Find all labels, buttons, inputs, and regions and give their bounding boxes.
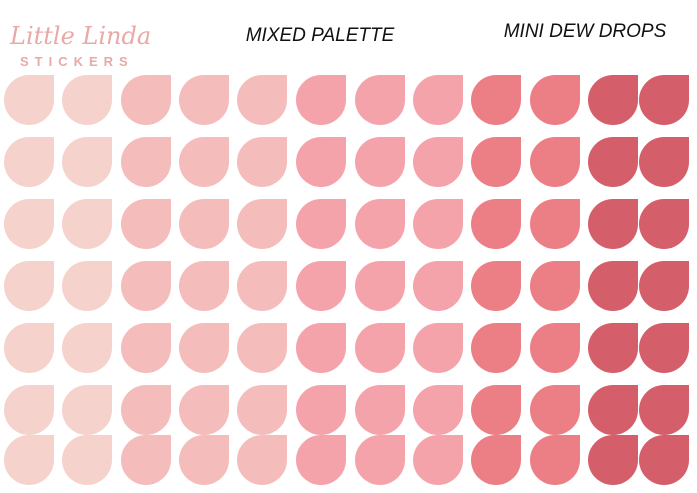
drop-sticker (355, 137, 405, 187)
drop-sticker (121, 385, 171, 435)
drop-sticker (179, 385, 229, 435)
drop-sticker (413, 261, 463, 311)
drop-sticker (121, 199, 171, 249)
drop-sticker (237, 435, 287, 485)
drop-sticker (355, 261, 405, 311)
drop-sticker (121, 261, 171, 311)
drop-sticker (588, 199, 638, 249)
drop-sticker (413, 323, 463, 373)
drop-sticker (296, 385, 346, 435)
drop-sticker (471, 323, 521, 373)
drop-sticker (296, 323, 346, 373)
drop-sticker (413, 199, 463, 249)
drop-sticker (639, 137, 689, 187)
drop-sticker (237, 385, 287, 435)
drop-sticker (179, 323, 229, 373)
drop-sticker (179, 137, 229, 187)
drop-sticker (639, 385, 689, 435)
drop-sticker (355, 385, 405, 435)
drop-sticker (237, 323, 287, 373)
drop-sticker (471, 137, 521, 187)
drop-sticker (530, 137, 580, 187)
drop-sticker (588, 385, 638, 435)
drop-sticker (471, 75, 521, 125)
drop-sticker (237, 75, 287, 125)
drop-sticker (530, 385, 580, 435)
drop-sticker (639, 199, 689, 249)
drop-sticker (355, 435, 405, 485)
sheet-subtitle: MINI DEW DROPS (504, 21, 667, 42)
logo-name: Little Linda (9, 22, 151, 50)
drop-sticker (639, 261, 689, 311)
drop-sticker (355, 75, 405, 125)
drop-sticker (355, 323, 405, 373)
drop-sticker (296, 199, 346, 249)
drop-sticker (530, 75, 580, 125)
drop-sticker (62, 261, 112, 311)
drop-sticker (179, 435, 229, 485)
drop-sticker (62, 385, 112, 435)
drop-grid (4, 75, 689, 485)
drop-sticker (530, 261, 580, 311)
sheet-title: MIXED PALETTE (246, 25, 395, 46)
drop-sticker (639, 75, 689, 125)
drop-sticker (237, 261, 287, 311)
logo-tagline: STICKERS (20, 54, 134, 69)
drop-sticker (4, 435, 54, 485)
drop-sticker (237, 199, 287, 249)
drop-sticker (121, 323, 171, 373)
drop-sticker (588, 75, 638, 125)
drop-sticker (62, 199, 112, 249)
drop-sticker (639, 435, 689, 485)
drop-sticker (121, 137, 171, 187)
drop-sticker (530, 323, 580, 373)
drop-sticker (62, 435, 112, 485)
drop-sticker (296, 261, 346, 311)
drop-sticker (179, 199, 229, 249)
drop-sticker (530, 435, 580, 485)
drop-sticker (588, 261, 638, 311)
drop-sticker (471, 261, 521, 311)
drop-sticker (639, 323, 689, 373)
drop-sticker (179, 261, 229, 311)
drop-sticker (471, 435, 521, 485)
drop-sticker (588, 323, 638, 373)
drop-sticker (4, 323, 54, 373)
drop-sticker (62, 75, 112, 125)
drop-sticker (413, 137, 463, 187)
drop-sticker (62, 137, 112, 187)
drop-sticker (4, 261, 54, 311)
drop-sticker (471, 385, 521, 435)
drop-sticker (413, 75, 463, 125)
drop-sticker (296, 75, 346, 125)
drop-sticker (121, 75, 171, 125)
drop-sticker (471, 199, 521, 249)
drop-sticker (530, 199, 580, 249)
drop-sticker (62, 323, 112, 373)
drop-sticker (355, 199, 405, 249)
drop-sticker (588, 435, 638, 485)
drop-sticker (179, 75, 229, 125)
drop-sticker (121, 435, 171, 485)
drop-sticker (4, 137, 54, 187)
drop-sticker (4, 75, 54, 125)
drop-sticker (413, 435, 463, 485)
drop-sticker (296, 137, 346, 187)
drop-sticker (588, 137, 638, 187)
drop-sticker (4, 199, 54, 249)
drop-sticker (4, 385, 54, 435)
drop-sticker (413, 385, 463, 435)
drop-sticker (237, 137, 287, 187)
drop-sticker (296, 435, 346, 485)
